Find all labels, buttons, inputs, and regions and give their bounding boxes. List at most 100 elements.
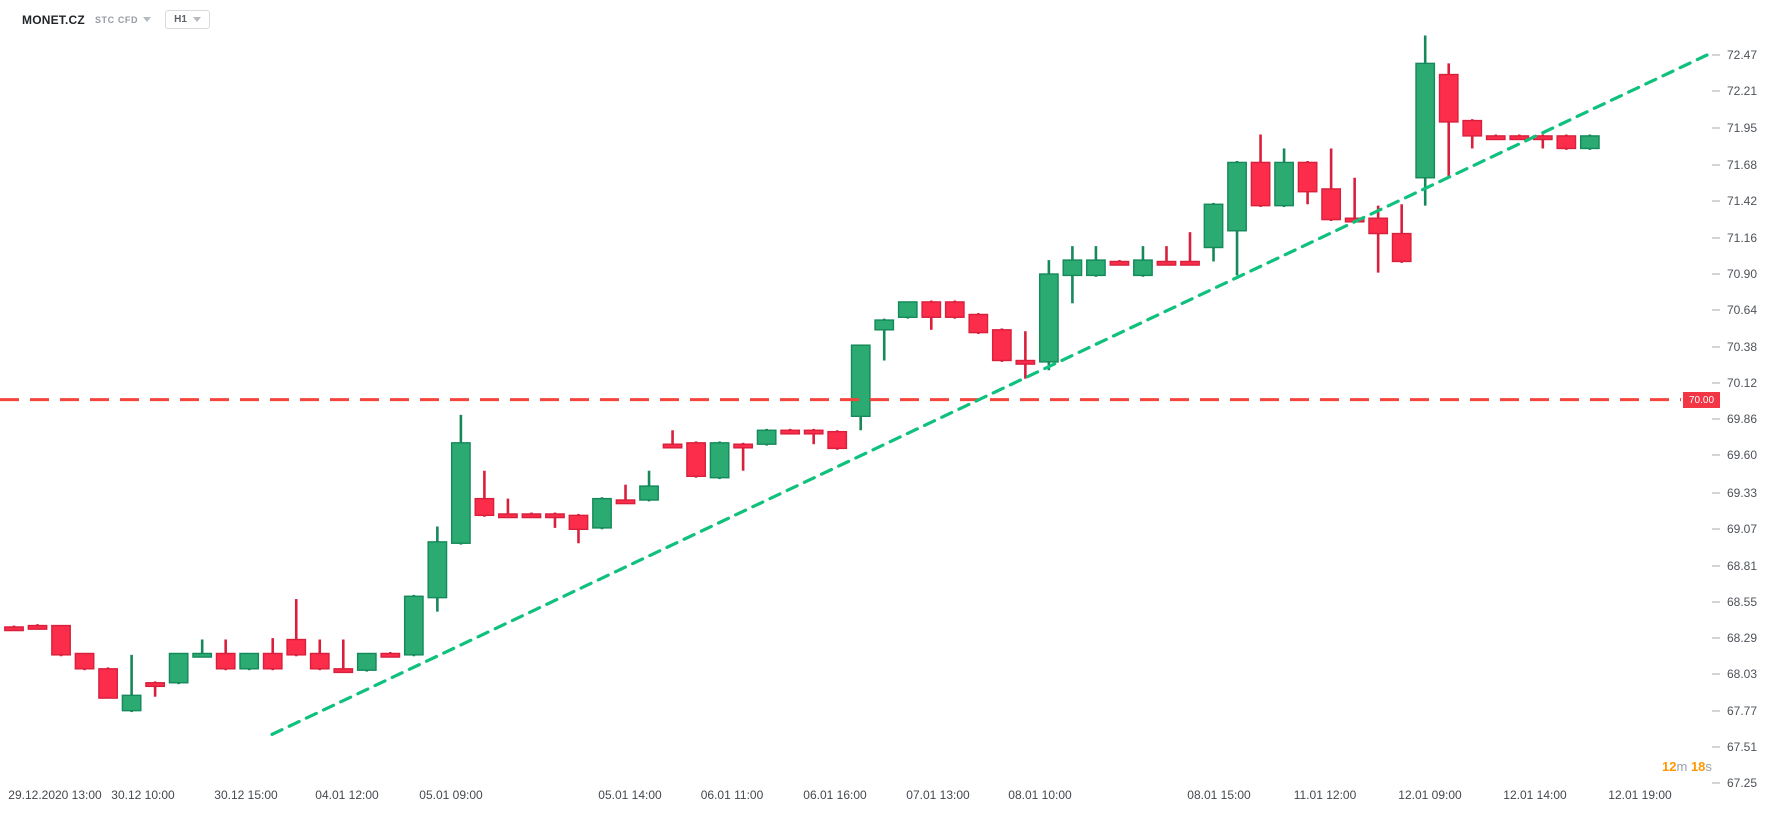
price-axis-tick [1712,709,1720,712]
price-axis-tick [1712,309,1720,312]
candle-down [968,313,989,335]
candle-down [1462,119,1483,149]
candle-up [1274,148,1294,208]
candle-down [309,639,330,671]
candle-down [262,638,283,671]
price-axis-tick [1712,90,1720,93]
candle-up [192,639,213,658]
price-axis-tick [1712,454,1720,457]
candle-down [780,428,801,435]
y-axis-label: 67.77 [1727,703,1758,718]
candle-down [733,442,754,471]
candle-up [709,441,730,480]
y-axis-label: 67.25 [1727,776,1758,791]
x-axis-label: 05.01 09:00 [419,788,483,802]
y-axis-label: 70.12 [1727,375,1758,390]
x-axis-label: 08.01 10:00 [1008,788,1072,802]
candle-up [1133,246,1153,277]
candle-down [333,639,354,674]
price-axis-tick [1712,564,1720,567]
candle-down [74,652,95,671]
chevron-down-icon [192,17,201,22]
candle-down [686,441,706,478]
candle-down [1297,161,1318,205]
price-axis-tick [1712,126,1720,129]
price-axis-tick [1712,273,1720,276]
trendline[interactable] [270,53,1709,736]
timeframe-selector[interactable]: H1 [165,10,210,29]
candle-down [215,639,236,671]
candle-down [1556,134,1577,150]
candle-down [545,512,565,528]
candle-down [944,300,965,319]
candle-down [1509,134,1530,141]
candle-down [1438,63,1459,177]
countdown-seconds: 18 [1690,759,1706,774]
candle-up [1062,246,1083,304]
candle-down [4,625,24,632]
timeframe-label: H1 [174,14,187,25]
candle-up [427,526,448,612]
candle-up [1579,134,1600,150]
candle-down [827,430,848,450]
price-axis-tick [1712,492,1720,495]
candle-down [1368,205,1389,273]
symbol-label: MONET.CZ [22,12,85,27]
candle-up [403,594,424,657]
instrument-type-label: STC CFD [94,14,139,25]
y-axis-label: 71.95 [1727,120,1758,135]
x-axis-label: 11.01 12:00 [1293,788,1357,802]
y-axis-label: 70.90 [1727,267,1758,282]
candle-up [897,301,918,319]
candle-up [1038,260,1059,371]
price-axis-tick [1712,782,1720,785]
x-axis-label: 12.01 09:00 [1398,788,1462,802]
candle-down [498,498,518,519]
candle-down [1109,260,1130,266]
price-axis-tick [1712,236,1720,239]
x-axis-label: 06.01 16:00 [803,788,867,802]
candle-down [1180,232,1200,266]
y-axis-label: 72.47 [1727,48,1758,62]
candle-down [991,328,1012,362]
countdown-minutes-unit: m [1676,759,1688,774]
y-axis-label: 71.16 [1727,230,1758,245]
price-axis-tick [1712,200,1720,203]
candle-down [474,470,495,517]
x-axis-label: 30.12 10:00 [111,788,175,802]
candle-up [450,414,471,545]
candle-down [521,512,542,519]
candle-up [239,652,260,671]
candle-up [1203,202,1224,262]
candle-down [145,681,166,697]
price-axis-tick [1712,528,1720,531]
candle-down [27,624,48,630]
candle-up [121,654,142,713]
candle-down [51,624,71,657]
candle-down [98,667,118,699]
price-axis-tick [1712,745,1720,748]
countdown-seconds-unit: s [1705,759,1712,774]
candle-up [168,652,189,685]
x-axis-label: 30.12 15:00 [214,788,278,802]
candle-down [380,652,401,658]
chart-header: MONET.CZ STC CFD H1 [22,10,210,29]
y-axis-label: 72.21 [1727,84,1758,99]
candle-up [1227,161,1247,276]
candle-down [1321,148,1342,222]
candle-up [356,652,377,672]
x-axis-label: 12.01 19:00 [1608,788,1672,802]
x-axis-label: 04.01 12:00 [315,788,379,802]
x-axis-label: 29.12.2020 13:00 [8,788,102,802]
candle-down [1391,204,1412,263]
candle-down [921,300,942,330]
x-axis-label: 06.01 11:00 [700,788,764,802]
candle-down [1485,134,1506,141]
chevron-down-icon [143,17,152,22]
instrument-type-dropdown[interactable]: STC CFD [94,14,152,25]
candle-down [662,430,683,449]
candle-up [850,344,871,431]
x-axis-label: 07.01 13:00 [906,788,970,802]
price-axis-tick [1712,600,1720,603]
